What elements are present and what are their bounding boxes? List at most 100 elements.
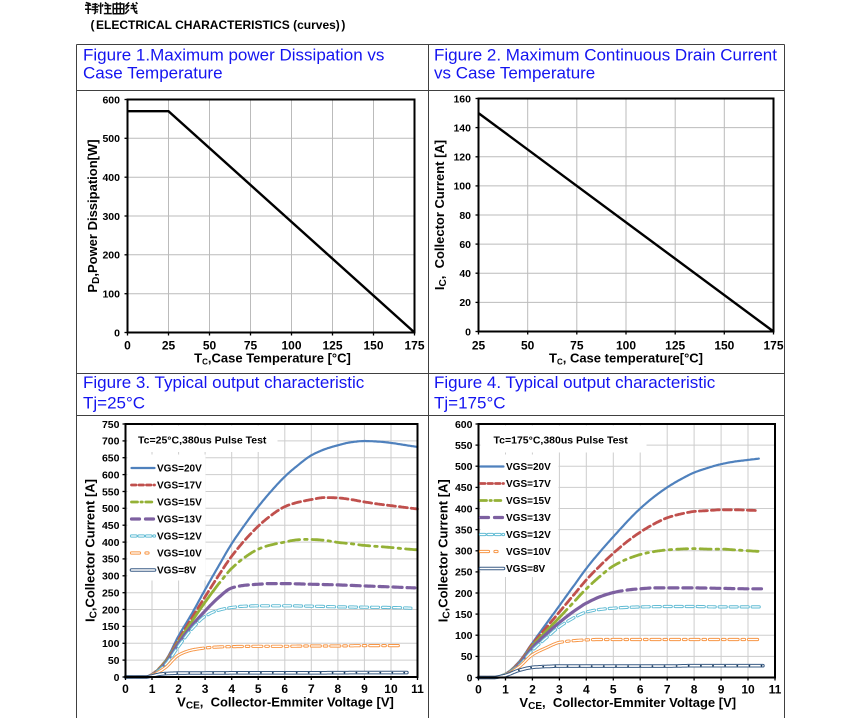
svg-text:50: 50: [461, 651, 473, 663]
svg-text:1: 1: [149, 682, 156, 696]
svg-text:VGS=15V: VGS=15V: [506, 496, 551, 507]
svg-text:150: 150: [714, 339, 734, 353]
svg-text:Case Temperature: Case Temperature: [83, 64, 223, 83]
svg-text:175: 175: [763, 339, 783, 353]
svg-text:500: 500: [102, 503, 120, 515]
svg-text:VGS=15V: VGS=15V: [157, 498, 202, 509]
svg-text:6: 6: [281, 682, 288, 696]
svg-text:50: 50: [203, 339, 217, 353]
svg-text:80: 80: [459, 210, 471, 222]
svg-text:50: 50: [521, 339, 535, 353]
svg-text:VCE, Collector-Emmiter Voltag: VCE, Collector-Emmiter Voltage [V]: [177, 695, 394, 712]
svg-text:100: 100: [102, 638, 120, 650]
svg-text:75: 75: [570, 339, 584, 353]
svg-text:50: 50: [108, 655, 120, 667]
svg-text:6: 6: [637, 683, 644, 697]
svg-text:9: 9: [361, 682, 368, 696]
svg-text:VGS=13V: VGS=13V: [506, 513, 551, 524]
svg-text:600: 600: [102, 94, 120, 106]
svg-text:500: 500: [102, 133, 120, 145]
svg-text:300: 300: [455, 546, 473, 558]
svg-text:0: 0: [114, 672, 120, 684]
svg-text:150: 150: [102, 621, 120, 633]
svg-text:200: 200: [102, 250, 120, 262]
svg-text:VGS=20V: VGS=20V: [157, 464, 202, 475]
svg-text:VGS=13V: VGS=13V: [157, 515, 202, 526]
svg-text:60: 60: [459, 239, 471, 251]
svg-text:120: 120: [453, 152, 471, 164]
svg-text:100: 100: [616, 339, 636, 353]
svg-text:100: 100: [453, 181, 471, 193]
svg-text:600: 600: [102, 469, 120, 481]
svg-text:2: 2: [175, 682, 182, 696]
svg-text:VGS=10V: VGS=10V: [506, 547, 551, 558]
svg-text:IC,Collector Current [A]: IC,Collector Current [A]: [436, 479, 453, 622]
svg-text:11: 11: [411, 682, 424, 696]
svg-text:200: 200: [455, 588, 473, 600]
svg-text:Tc=25°C,380us Pulse Test: Tc=25°C,380us Pulse Test: [138, 435, 267, 447]
svg-text:0: 0: [475, 683, 482, 697]
svg-text:8: 8: [335, 682, 342, 696]
svg-text:550: 550: [102, 486, 120, 498]
svg-text:VGS=12V: VGS=12V: [506, 530, 551, 541]
svg-text:(ELECTRICAL CHARACTERISTICS (c: (ELECTRICAL CHARACTERISTICS (curves)): [91, 18, 346, 32]
svg-text:4: 4: [228, 682, 235, 696]
svg-text:VGS=17V: VGS=17V: [506, 479, 551, 490]
svg-text:TC,Case Temperature [°C]: TC,Case Temperature [°C]: [194, 351, 351, 367]
svg-text:9: 9: [718, 683, 725, 697]
svg-text:Tj=25°C: Tj=25°C: [83, 393, 145, 412]
svg-text:VGS=12V: VGS=12V: [157, 532, 202, 543]
svg-text:3: 3: [202, 682, 209, 696]
svg-text:TC, Case temperature[°C]: TC, Case temperature[°C]: [549, 351, 703, 367]
svg-text:0: 0: [465, 326, 471, 338]
svg-text:750: 750: [102, 419, 120, 431]
svg-text:Tj=175°C: Tj=175°C: [434, 393, 506, 412]
svg-text:VGS=20V: VGS=20V: [506, 462, 551, 473]
svg-text:150: 150: [363, 339, 383, 353]
svg-text:25: 25: [472, 339, 486, 353]
svg-text:25: 25: [162, 339, 176, 353]
svg-text:175: 175: [404, 339, 424, 353]
svg-text:vs Case Temperature: vs Case Temperature: [434, 64, 595, 83]
svg-text:350: 350: [102, 554, 120, 566]
svg-text:VGS=8V: VGS=8V: [506, 564, 546, 575]
svg-text:0: 0: [122, 682, 129, 696]
svg-text:125: 125: [665, 339, 685, 353]
svg-text:75: 75: [244, 339, 258, 353]
svg-text:140: 140: [453, 122, 471, 134]
svg-text:7: 7: [308, 682, 315, 696]
svg-text:10: 10: [741, 683, 755, 697]
svg-text:450: 450: [455, 482, 473, 494]
svg-text:IC, Collector Current [A]: IC, Collector Current [A]: [432, 140, 449, 290]
svg-text:1: 1: [502, 683, 509, 697]
svg-text:10: 10: [384, 682, 398, 696]
svg-text:0: 0: [467, 672, 473, 684]
svg-text:700: 700: [102, 436, 120, 448]
svg-text:VGS=17V: VGS=17V: [157, 481, 202, 492]
svg-text:300: 300: [102, 571, 120, 583]
svg-text:5: 5: [610, 683, 617, 697]
svg-text:250: 250: [455, 567, 473, 579]
svg-text:600: 600: [455, 419, 473, 431]
svg-text:0: 0: [114, 327, 120, 339]
svg-text:2: 2: [529, 683, 536, 697]
svg-text:Figure 3. Typical output chara: Figure 3. Typical output characteristic: [83, 373, 365, 392]
svg-text:550: 550: [455, 440, 473, 452]
svg-text:400: 400: [455, 503, 473, 515]
svg-text:Figure 1.Maximum power Dissipa: Figure 1.Maximum power Dissipation vs: [83, 45, 384, 64]
svg-text:8: 8: [691, 683, 698, 697]
svg-text:400: 400: [102, 537, 120, 549]
svg-text:650: 650: [102, 453, 120, 465]
svg-text:40: 40: [459, 268, 471, 280]
svg-text:100: 100: [455, 630, 473, 642]
svg-text:100: 100: [102, 288, 120, 300]
svg-text:11: 11: [769, 683, 782, 697]
svg-text:125: 125: [322, 339, 342, 353]
svg-text:Tc=175°C,380us Pulse Test: Tc=175°C,380us Pulse Test: [494, 435, 629, 447]
svg-text:5: 5: [255, 682, 262, 696]
svg-text:450: 450: [102, 520, 120, 532]
svg-text:Figure 2. Maximum Continuous D: Figure 2. Maximum Continuous Drain Curre…: [434, 45, 777, 64]
svg-text:Figure 4. Typical output chara: Figure 4. Typical output characteristic: [434, 373, 716, 392]
svg-text:VCE, Collector-Emmiter Voltag: VCE, Collector-Emmiter Voltage [V]: [519, 695, 736, 712]
svg-text:250: 250: [102, 587, 120, 599]
